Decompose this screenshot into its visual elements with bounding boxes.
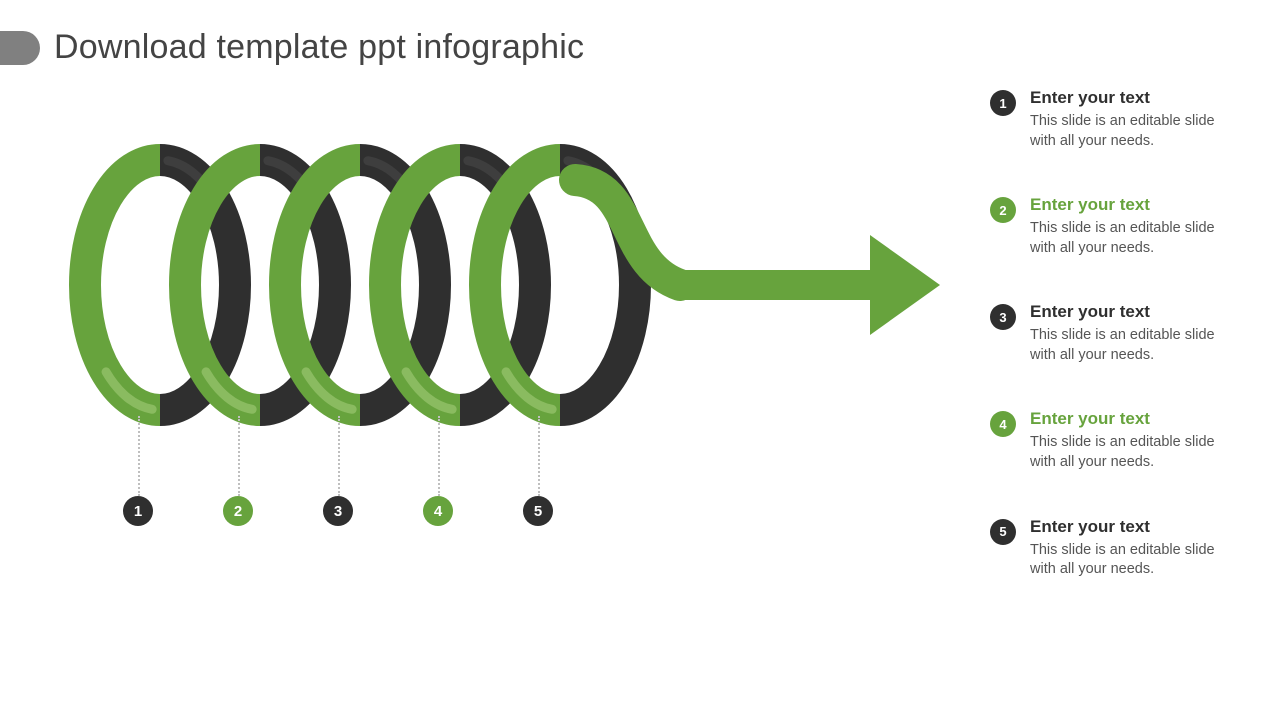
spiral-diagram: 1 2 3 4 5 xyxy=(40,140,960,580)
marker-badge-5: 5 xyxy=(523,496,553,526)
list-item: 5 Enter your text This slide is an editabl… xyxy=(990,517,1240,580)
title-pill xyxy=(0,31,40,65)
item-badge-3: 3 xyxy=(990,304,1016,330)
marker-badge-1: 1 xyxy=(123,496,153,526)
marker-line xyxy=(338,416,340,496)
marker-badge-2: 2 xyxy=(223,496,253,526)
item-title: Enter your text xyxy=(1030,409,1240,429)
item-badge-1: 1 xyxy=(990,90,1016,116)
item-title: Enter your text xyxy=(1030,302,1240,322)
marker-line xyxy=(138,416,140,496)
item-title: Enter your text xyxy=(1030,88,1240,108)
item-desc: This slide is an editable slide with all… xyxy=(1030,541,1240,580)
item-text: Enter your text This slide is an editable… xyxy=(1030,517,1240,580)
marker-badge-4: 4 xyxy=(423,496,453,526)
item-text: Enter your text This slide is an editable… xyxy=(1030,409,1240,472)
item-text: Enter your text This slide is an editable… xyxy=(1030,302,1240,365)
item-badge-2: 2 xyxy=(990,197,1016,223)
slide-title: Download template ppt infographic xyxy=(54,28,584,67)
marker-badge-3: 3 xyxy=(323,496,353,526)
item-desc: This slide is an editable slide with all… xyxy=(1030,326,1240,365)
list-item: 4 Enter your text This slide is an editabl… xyxy=(990,409,1240,472)
item-desc: This slide is an editable slide with all… xyxy=(1030,112,1240,151)
item-desc: This slide is an editable slide with all… xyxy=(1030,433,1240,472)
items-column: 1 Enter your text This slide is an editabl… xyxy=(990,88,1240,624)
item-badge-5: 5 xyxy=(990,519,1016,545)
item-badge-4: 4 xyxy=(990,411,1016,437)
spiral-markers: 1 2 3 4 5 xyxy=(40,140,960,580)
slide-title-bar: Download template ppt infographic xyxy=(0,28,584,67)
marker-line xyxy=(538,416,540,496)
marker-line xyxy=(238,416,240,496)
item-desc: This slide is an editable slide with all… xyxy=(1030,219,1240,258)
marker-line xyxy=(438,416,440,496)
item-text: Enter your text This slide is an editable… xyxy=(1030,88,1240,151)
list-item: 3 Enter your text This slide is an editabl… xyxy=(990,302,1240,365)
item-title: Enter your text xyxy=(1030,195,1240,215)
item-title: Enter your text xyxy=(1030,517,1240,537)
list-item: 2 Enter your text This slide is an editabl… xyxy=(990,195,1240,258)
item-text: Enter your text This slide is an editable… xyxy=(1030,195,1240,258)
list-item: 1 Enter your text This slide is an editabl… xyxy=(990,88,1240,151)
